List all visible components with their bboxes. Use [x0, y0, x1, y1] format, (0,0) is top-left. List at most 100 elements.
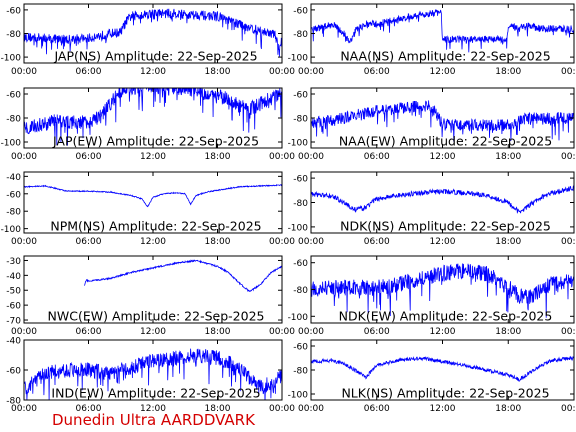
trace-nlk-ns [311, 355, 574, 382]
x-tick-label: 06:00 [364, 404, 390, 414]
y-tick-label: -60 [6, 367, 21, 377]
x-tick-label: 12:00 [140, 404, 166, 414]
x-tick-label: 12:00 [430, 67, 456, 77]
y-tick-label: -60 [6, 91, 21, 101]
y-tick-label: -30 [6, 257, 21, 267]
x-tick-label: 00:00 [11, 404, 37, 414]
y-tick-label: -100 [288, 313, 309, 323]
x-tick-label: 06:00 [76, 67, 102, 77]
panel-naa-ns: -100 -80 -60 00:00 06:00 12:00 18:00 00:00 NAA(N… [288, 3, 576, 77]
x-tick-label: 12:00 [430, 152, 456, 162]
x-tick-label: 00:00 [11, 237, 37, 247]
panel-title: JAP(EW) Amplitude: 22-Sep-2025 [52, 134, 259, 149]
trace-npm-ns [24, 183, 282, 208]
x-tick-label: 00:00 [269, 152, 295, 162]
y-tick-label: -80 [293, 30, 308, 40]
y-tick-label: -40 [6, 272, 21, 282]
x-tick-label: 12:00 [140, 327, 166, 337]
trace-ndk-ew [311, 263, 574, 318]
x-tick-label: 06:00 [364, 237, 390, 247]
x-tick-label: 12:00 [430, 237, 456, 247]
panel-title: NAA(EW) Amplitude: 22-Sep-2025 [339, 134, 552, 149]
x-tick-label: 18:00 [495, 404, 521, 414]
x-tick-label: 00:00 [269, 237, 295, 247]
x-tick-label: 18:00 [205, 237, 231, 247]
y-tick-label: -80 [6, 30, 21, 40]
y-tick-label: -60 [6, 6, 21, 16]
trace-jap-ew [24, 88, 282, 146]
y-tick-label: -80 [293, 367, 308, 377]
y-tick-label: -80 [293, 115, 308, 125]
x-tick-label: 18:00 [205, 404, 231, 414]
y-tick-label: -60 [293, 91, 308, 101]
panel-title: NDK(NS) Amplitude: 22-Sep-2025 [340, 219, 551, 234]
panel-title: NWC(EW) Amplitude: 22-Sep-2025 [48, 309, 265, 324]
x-tick-label: 00:00 [561, 152, 576, 162]
x-tick-label: 12:00 [140, 237, 166, 247]
x-tick-label: 06:00 [364, 152, 390, 162]
x-tick-label: 00:00 [561, 237, 576, 247]
panel-npm-ns: -100 -80 -60 -40 00:00 06:00 12:00 18:00 00:00 NP… [1, 171, 295, 247]
panel-jap-ew: -100 -80 -60 00:00 06:00 12:00 18:00 00:00 JAP(E… [1, 87, 295, 162]
x-tick-label: 18:00 [495, 152, 521, 162]
y-tick-label: -40 [6, 337, 21, 347]
y-tick-label: -80 [6, 208, 21, 218]
y-tick-label: -80 [293, 199, 308, 209]
x-tick-label: 00:00 [269, 327, 295, 337]
x-tick-label: 00:00 [11, 152, 37, 162]
trace-naa-ew [311, 100, 574, 142]
y-tick-label: -70 [6, 317, 21, 327]
x-tick-label: 06:00 [76, 404, 102, 414]
x-tick-label: 00:00 [11, 67, 37, 77]
x-tick-label: 18:00 [495, 237, 521, 247]
panel-title: NDK(EW) Amplitude: 22-Sep-2025 [339, 309, 553, 324]
y-tick-label: -100 [1, 225, 22, 235]
x-tick-label: 00:00 [298, 152, 324, 162]
y-tick-label: -100 [288, 223, 309, 233]
y-tick-label: -60 [6, 302, 21, 312]
y-tick-label: -80 [6, 115, 21, 125]
trace-ndk-ns [311, 184, 574, 214]
y-tick-label: -80 [293, 286, 308, 296]
panel-nwc-ew: -70 -60 -50 -40 -30 00:00 06:00 12:00 18:00 00:00… [6, 255, 295, 337]
x-tick-label: 12:00 [140, 67, 166, 77]
panel-title: NAA(NS) Amplitude: 22-Sep-2025 [340, 49, 550, 64]
panel-nlk-ns: -100 -80 -60 00:00 06:00 12:00 18:00 00:00 NLK(N… [288, 339, 576, 414]
x-tick-label: 00:00 [269, 67, 295, 77]
x-tick-label: 12:00 [430, 327, 456, 337]
x-tick-label: 00:00 [269, 404, 295, 414]
x-tick-label: 00:00 [561, 327, 576, 337]
panel-ndk-ew: -100 -80 -60 00:00 06:00 12:00 18:00 00:00 NDK(E… [288, 255, 576, 337]
x-tick-label: 18:00 [205, 152, 231, 162]
y-tick-label: -40 [6, 173, 21, 183]
x-tick-label: 12:00 [140, 152, 166, 162]
y-tick-label: -60 [293, 343, 308, 353]
trace-ind-ew [24, 348, 282, 400]
panel-ndk-ns: -100 -80 -60 00:00 06:00 12:00 18:00 00:00 NDK(N… [288, 171, 576, 247]
x-tick-label: 18:00 [495, 67, 521, 77]
x-tick-label: 00:00 [561, 67, 576, 77]
y-tick-label: -100 [1, 139, 22, 149]
y-tick-label: -60 [293, 175, 308, 185]
x-tick-label: 18:00 [205, 327, 231, 337]
y-tick-label: -100 [1, 54, 22, 64]
footer-label: Dunedin Ultra AARDDVARK [52, 411, 256, 429]
trace-nwc-ew [84, 259, 282, 292]
panel-title: NLK(NS) Amplitude: 22-Sep-2025 [341, 386, 549, 401]
y-tick-label: -60 [6, 190, 21, 200]
y-tick-label: -50 [6, 287, 21, 297]
panel-title: IND(EW) Amplitude: 22-Sep-2025 [51, 386, 260, 401]
x-tick-label: 00:00 [298, 237, 324, 247]
panel-jap-ns: -100 -80 -60 00:00 06:00 12:00 18:00 00:00 JAP(N… [1, 3, 295, 77]
x-tick-label: 06:00 [76, 237, 102, 247]
x-tick-label: 06:00 [76, 152, 102, 162]
x-tick-label: 00:00 [11, 327, 37, 337]
x-tick-label: 06:00 [364, 327, 390, 337]
y-tick-label: -100 [288, 54, 309, 64]
y-tick-label: -60 [293, 6, 308, 16]
panel-title: JAP(NS) Amplitude: 22-Sep-2025 [53, 49, 257, 64]
x-tick-label: 00:00 [298, 67, 324, 77]
x-tick-label: 06:00 [364, 67, 390, 77]
x-tick-label: 00:00 [298, 327, 324, 337]
